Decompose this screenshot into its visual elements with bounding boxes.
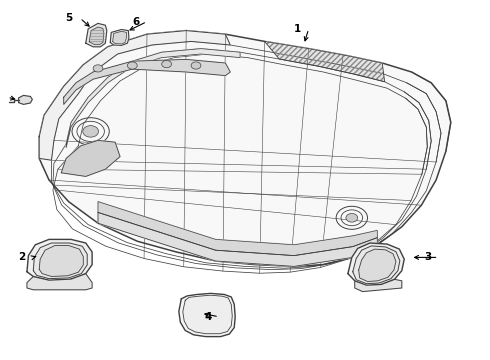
Polygon shape [113, 31, 126, 44]
Polygon shape [98, 212, 377, 266]
Text: 1: 1 [294, 24, 301, 34]
Polygon shape [64, 59, 230, 104]
Polygon shape [39, 31, 451, 266]
Polygon shape [183, 295, 232, 334]
Circle shape [162, 60, 172, 68]
Text: 3: 3 [424, 252, 431, 262]
Text: 5: 5 [65, 13, 73, 23]
Polygon shape [89, 27, 104, 45]
Polygon shape [86, 23, 107, 47]
Polygon shape [27, 274, 92, 290]
Text: 2: 2 [18, 252, 25, 262]
Circle shape [346, 213, 358, 222]
Polygon shape [98, 202, 377, 256]
Polygon shape [179, 293, 235, 337]
Circle shape [191, 62, 201, 69]
Polygon shape [355, 279, 402, 292]
Polygon shape [19, 95, 32, 104]
Polygon shape [265, 41, 385, 82]
Polygon shape [110, 30, 129, 45]
Text: 4: 4 [204, 312, 212, 322]
Polygon shape [353, 246, 400, 284]
Polygon shape [61, 140, 120, 176]
Polygon shape [359, 249, 396, 282]
Polygon shape [66, 49, 240, 148]
Polygon shape [33, 243, 87, 279]
Polygon shape [39, 246, 83, 276]
Polygon shape [27, 239, 92, 280]
Circle shape [93, 65, 103, 72]
Polygon shape [39, 31, 230, 160]
Circle shape [127, 62, 137, 69]
Circle shape [83, 126, 98, 137]
Polygon shape [348, 243, 404, 285]
Text: 6: 6 [132, 17, 140, 27]
